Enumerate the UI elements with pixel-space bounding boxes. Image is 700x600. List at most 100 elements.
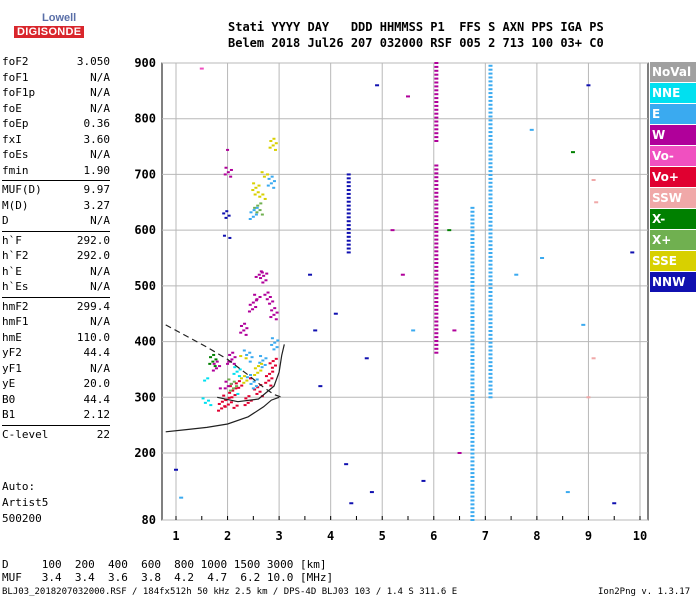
echo-mark [251,308,255,311]
echo-mark [273,307,277,310]
echo-mark [179,496,184,499]
echo-mark [248,303,252,306]
echo-mark [228,385,232,388]
echo-mark [199,67,204,70]
echo-mark [237,386,241,389]
echo-mark [229,382,233,385]
legend-item: W [650,125,696,145]
echo-streak-mark [470,210,475,213]
echo-streak-mark [488,224,493,227]
legend-item: SSE [650,251,696,271]
echo-mark [270,366,274,369]
param-name: foF2 [2,55,29,68]
echo-mark [318,385,323,388]
echo-mark [239,355,243,358]
echo-mark [255,211,259,214]
echo-streak-mark [434,246,439,249]
param-separator [2,230,110,232]
echo-streak-mark [470,277,475,280]
echo-streak-mark [434,269,439,272]
echo-mark [369,491,374,494]
echo-streak-mark [488,310,493,313]
echo-mark [586,396,591,399]
echo-streak-mark [434,285,439,288]
echo-streak-mark [488,365,493,368]
echo-mark [586,84,591,87]
echo-mark [235,370,239,373]
echo-streak-mark [488,349,493,352]
echo-streak-mark [470,339,475,342]
echo-mark [254,213,258,216]
param-value: 44.4 [83,346,111,359]
echo-streak-mark [488,131,493,134]
echo-streak-mark [434,219,439,222]
echo-mark [271,300,275,303]
echo-streak-mark [470,280,475,283]
param-value: 2.12 [83,408,111,421]
y-tick-label: 900 [134,56,156,70]
echo-mark [275,311,279,314]
echo-mark [591,357,596,360]
param-name: B1 [2,408,16,421]
echo-streak-mark [434,140,439,142]
echo-streak-mark [470,241,475,244]
echo-mark [214,358,218,361]
echo-mark [253,293,257,296]
param-name: h`Es [2,280,29,293]
legend-item: X- [650,209,696,229]
echo-mark [218,365,222,368]
echo-streak-mark [470,347,475,350]
echo-streak-mark [434,168,439,171]
param-value: N/A [90,280,110,293]
echo-streak-mark [488,388,493,391]
echo-streak-mark [488,138,493,141]
echo-streak-mark [488,232,493,235]
param-value: 9.97 [83,183,111,196]
echo-streak-mark [346,251,351,254]
echo-streak-mark [470,355,475,358]
echo-streak-mark [488,372,493,375]
echo-streak-mark [488,236,493,239]
echo-mark [227,214,231,217]
echo-streak-mark [470,300,475,303]
param-row: D N/A [2,214,110,229]
param-row: hmF1 N/A [2,315,110,330]
footer-version: Ion2Png v. 1.3.17 [598,587,691,597]
echo-mark [213,365,217,368]
param-row: hmE 110.0 [2,331,110,346]
param-value: N/A [90,361,110,375]
echo-mark [421,479,426,482]
echo-streak-mark [434,230,439,233]
legend-item: NoVal [650,62,696,82]
param-value: 292.0 [76,249,110,262]
echo-mark [268,362,272,365]
param-name: yF2 [2,346,22,359]
echo-mark [270,377,274,380]
param-name: MUF(D) [2,183,42,196]
echo-streak-mark [470,253,475,256]
x-tick-label: 9 [585,529,592,543]
param-name: fxI [2,132,22,146]
echo-mark [238,368,242,371]
echo-streak-mark [470,296,475,299]
echo-mark [254,186,258,189]
echo-mark [254,306,258,309]
echo-streak-mark [434,124,439,127]
echo-streak-mark [470,413,475,416]
echo-mark [239,331,243,334]
echo-streak-mark [488,107,493,110]
param-row: foEp 0.36 [2,117,110,132]
echo-streak-mark [434,215,439,218]
echo-mark [268,372,272,375]
echo-streak-mark [470,456,475,459]
echo-streak-mark [470,319,475,322]
echo-mark [250,356,254,359]
echo-mark [228,236,232,239]
echo-streak-mark [346,239,351,242]
echo-streak-mark [470,261,475,264]
echo-streak-mark [488,92,493,95]
echo-streak-mark [470,366,475,369]
echo-mark [212,353,216,356]
echo-streak-mark [488,146,493,149]
echo-mark [256,204,260,207]
